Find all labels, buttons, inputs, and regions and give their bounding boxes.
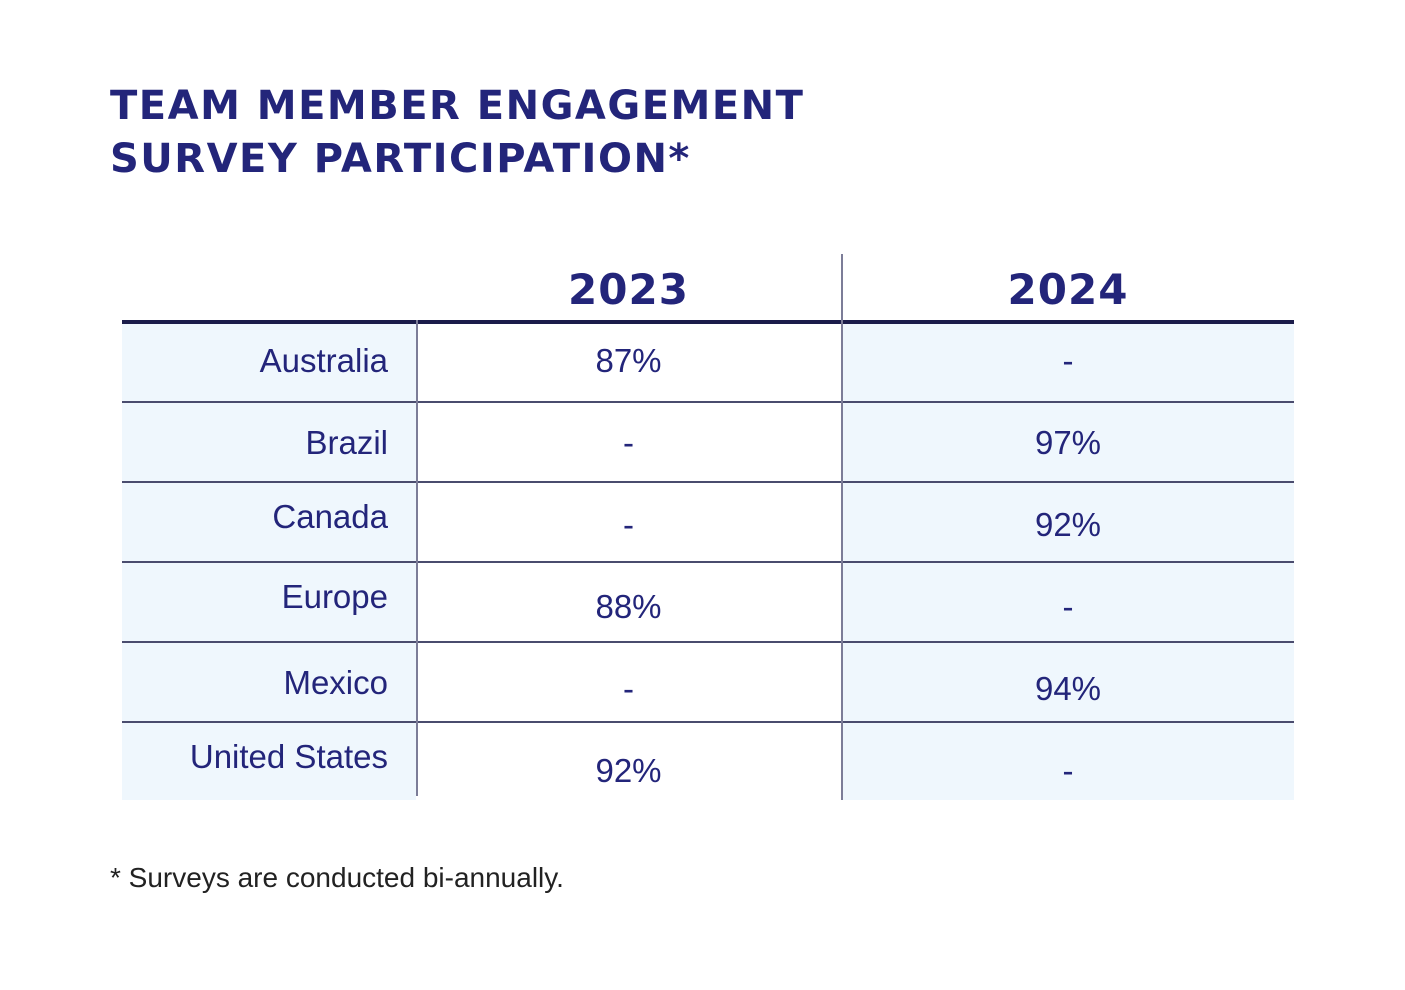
value-2023: -: [623, 506, 634, 543]
row-divider: [122, 561, 1294, 563]
table-row: Brazil - 97%: [122, 404, 1294, 484]
value-2024: 97%: [1034, 424, 1102, 461]
region-label: Canada: [272, 498, 388, 535]
page-title: TEAM MEMBER ENGAGEMENT SURVEY PARTICIPAT…: [110, 80, 804, 186]
title-line-1: TEAM MEMBER ENGAGEMENT: [110, 83, 805, 129]
region-label: Mexico: [283, 664, 388, 701]
title-line-2: SURVEY PARTICIPATION*: [110, 136, 691, 182]
value-2023: -: [623, 670, 634, 707]
value-2024: 92%: [1034, 506, 1102, 543]
table-row: Canada - 92%: [122, 484, 1294, 564]
footnote: * Surveys are conducted bi-annually.: [110, 862, 564, 893]
value-2023: -: [623, 424, 634, 461]
region-label: Australia: [259, 342, 388, 379]
value-2023: 87%: [595, 342, 662, 379]
value-2024: -: [1062, 342, 1074, 379]
row-divider: [122, 481, 1294, 483]
table-row: United States 92% -: [122, 724, 1294, 804]
value-2024: -: [1062, 752, 1074, 789]
row-divider: [122, 401, 1294, 403]
region-label: Europe: [281, 578, 388, 615]
value-2023: 88%: [595, 588, 662, 625]
participation-table: 2023 2024 Australia 87% - Brazil - 97% C…: [122, 254, 1294, 800]
value-2024: -: [1062, 588, 1074, 625]
value-2024: 94%: [1034, 670, 1102, 707]
table-row: Mexico - 94%: [122, 644, 1294, 724]
header-rule: [122, 320, 1294, 324]
column-header-2024: 2024: [1007, 265, 1129, 314]
region-label: Brazil: [305, 424, 388, 461]
region-label: United States: [189, 738, 388, 775]
column-divider: [841, 254, 843, 800]
row-divider: [122, 641, 1294, 643]
value-2023: 92%: [595, 752, 662, 789]
column-divider: [416, 320, 418, 796]
row-divider: [122, 721, 1294, 723]
table-row: Europe 88% -: [122, 564, 1294, 644]
table-row: Australia 87% -: [122, 324, 1294, 404]
column-header-2023: 2023: [568, 265, 689, 314]
